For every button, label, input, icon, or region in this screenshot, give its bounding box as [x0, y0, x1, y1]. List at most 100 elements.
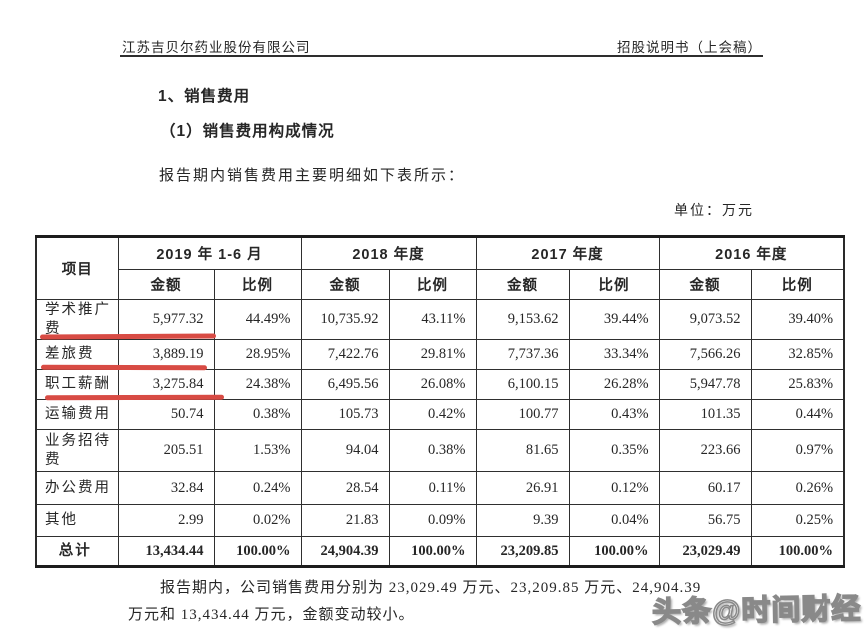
table-cell: 81.65: [475, 429, 570, 472]
table-cell: 2.99: [117, 504, 215, 537]
document-title: 招股说明书（上会稿）: [617, 40, 762, 55]
table-cell: 29.81%: [388, 339, 477, 370]
total-cell: 100.00%: [213, 536, 302, 567]
table-cell: 50.74: [117, 399, 215, 430]
table-cell: 0.25%: [750, 504, 845, 537]
red-underline-annotation: [40, 364, 208, 371]
table-cell: 5,977.32: [117, 299, 215, 340]
table-cell: 0.12%: [568, 471, 660, 505]
table-cell: 7,566.26: [658, 339, 752, 370]
table-header-row-measures: 金额 比例 金额 比例 金额 比例 金额 比例: [36, 269, 845, 300]
row-item-label: 业务招待费: [35, 429, 119, 472]
table-cell: 32.84: [117, 471, 215, 505]
total-cell: 100.00%: [388, 536, 477, 567]
summary-paragraph-line2: 万元和 13,434.44 万元，金额变动较小。: [128, 607, 415, 623]
table-cell: 7,422.76: [300, 339, 390, 370]
table-total-row: 总计 13,434.44 100.00% 24,904.39 100.00% 2…: [35, 536, 845, 567]
table-cell: 33.34%: [568, 339, 660, 370]
table-cell: 0.09%: [388, 504, 477, 537]
section-heading: 1、销售费用: [158, 88, 251, 105]
subsection-heading: （1）销售费用构成情况: [160, 123, 335, 140]
col-header-amount: 金额: [475, 269, 570, 300]
table-cell: 105.73: [300, 399, 390, 430]
col-header-amount: 金额: [300, 269, 390, 300]
table-cell: 0.42%: [388, 399, 477, 430]
table-cell: 0.35%: [568, 429, 660, 472]
summary-paragraph-line1: 报告期内，公司销售费用分别为 23,029.49 万元、23,209.85 万元…: [160, 580, 702, 596]
table-cell: 26.08%: [388, 369, 477, 400]
table-cell: 9,073.52: [658, 299, 752, 340]
red-underline-annotation: [44, 394, 225, 401]
table-cell: 39.44%: [568, 299, 660, 340]
row-item-label: 其他: [35, 504, 119, 537]
col-header-2019h1: 2019 年 1-6 月: [117, 236, 302, 270]
table-cell: 9,153.62: [475, 299, 570, 340]
total-cell: 100.00%: [750, 536, 845, 567]
col-header-ratio: 比例: [213, 269, 302, 300]
table-cell: 44.49%: [213, 299, 302, 340]
total-cell: 24,904.39: [300, 536, 390, 567]
table-cell: 43.11%: [388, 299, 477, 340]
table-cell: 0.97%: [750, 429, 845, 472]
table-cell: 0.38%: [213, 399, 302, 430]
company-name: 江苏吉贝尔药业股份有限公司: [122, 40, 311, 55]
table-cell: 32.85%: [750, 339, 845, 370]
table-cell: 7,737.36: [475, 339, 570, 370]
col-header-ratio: 比例: [568, 269, 660, 300]
table-cell: 28.95%: [213, 339, 302, 370]
col-header-2016: 2016 年度: [658, 236, 845, 270]
total-cell: 23,209.85: [475, 536, 570, 567]
table-cell: 101.35: [658, 399, 752, 430]
table-cell: 0.11%: [388, 471, 477, 505]
red-underline-annotation: [39, 333, 217, 340]
table-row: 职工薪酬 3,275.84 24.38% 6,495.56 26.08% 6,100.15…: [35, 369, 845, 400]
table-cell: 9.39: [475, 504, 570, 537]
total-label: 总计: [35, 536, 119, 567]
table-cell: 56.75: [658, 504, 752, 537]
table-cell: 10,735.92: [300, 299, 390, 340]
table-cell: 0.02%: [213, 504, 302, 537]
table-cell: 6,100.15: [475, 369, 570, 400]
table-cell: 0.43%: [568, 399, 660, 430]
news-watermark: 头条@时间财经: [651, 592, 862, 629]
table-cell: 60.17: [658, 471, 752, 505]
table-cell: 0.24%: [213, 471, 302, 505]
table-cell: 205.51: [117, 429, 215, 472]
table-row: 其他 2.99 0.02% 21.83 0.09% 9.39 0.04% 56.75 0.25%: [35, 504, 845, 537]
table-cell: 25.83%: [750, 369, 845, 400]
row-item-label: 学术推广费: [35, 299, 119, 340]
total-cell: 23,029.49: [658, 536, 752, 567]
col-header-item: 项目: [35, 236, 119, 300]
table-row: 办公费用 32.84 0.24% 28.54 0.11% 26.91 0.12% 60.17 0…: [35, 471, 845, 505]
table-cell: 28.54: [300, 471, 390, 505]
table-cell: 26.91: [475, 471, 570, 505]
col-header-amount: 金额: [117, 269, 215, 300]
table-cell: 39.40%: [750, 299, 845, 340]
col-header-amount: 金额: [658, 269, 752, 300]
table-cell: 0.26%: [750, 471, 845, 505]
unit-label: 单位：万元: [674, 204, 754, 219]
table-cell: 0.04%: [568, 504, 660, 537]
row-item-label: 运输费用: [35, 399, 119, 430]
expense-table: 项目 2019 年 1-6 月 2018 年度 2017 年度 2016 年度 …: [35, 235, 846, 568]
header-divider: [120, 55, 763, 57]
table-cell: 5,947.78: [658, 369, 752, 400]
table-cell: 1.53%: [213, 429, 302, 472]
total-cell: 100.00%: [568, 536, 660, 567]
table-header-row-periods: 项目 2019 年 1-6 月 2018 年度 2017 年度 2016 年度: [35, 236, 845, 300]
table-cell: 100.77: [475, 399, 570, 430]
col-header-ratio: 比例: [388, 269, 477, 300]
table-row: 学术推广费 5,977.32 44.49% 10,735.92 43.11% 9,153.…: [35, 299, 845, 340]
expense-table-body: 学术推广费 5,977.32 44.49% 10,735.92 43.11% 9,153.…: [35, 299, 845, 537]
table-cell: 0.44%: [750, 399, 845, 430]
table-cell: 24.38%: [213, 369, 302, 400]
table-cell: 94.04: [300, 429, 390, 472]
table-cell: 223.66: [658, 429, 752, 472]
table-row: 业务招待费 205.51 1.53% 94.04 0.38% 81.65 0.35% 223.…: [35, 429, 845, 472]
page-header: 江苏吉贝尔药业股份有限公司 招股说明书（上会稿）: [122, 36, 762, 56]
col-header-2018: 2018 年度: [300, 236, 477, 270]
col-header-ratio: 比例: [750, 269, 845, 300]
table-cell: 0.38%: [388, 429, 477, 472]
table-cell: 26.28%: [568, 369, 660, 400]
